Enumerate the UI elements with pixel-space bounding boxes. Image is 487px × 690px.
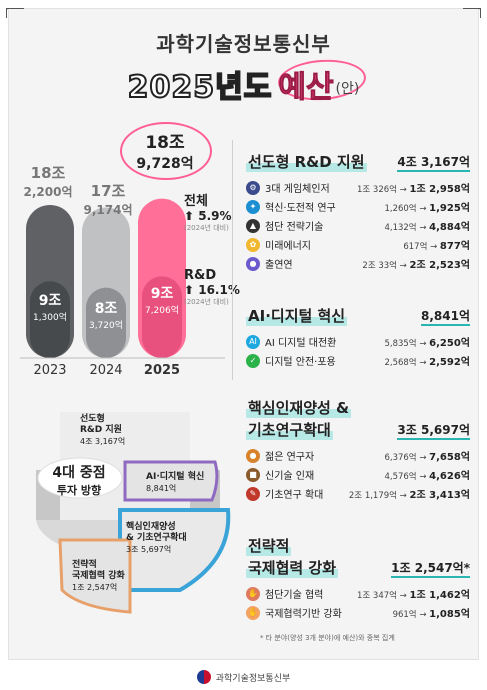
pie-label-4: 전략적 국제협력 강화 1조 2,547억 (72, 560, 125, 592)
pie-slice-4 (58, 538, 132, 614)
rocket-icon: ▲ (246, 218, 260, 233)
shield-icon: ✓ (246, 353, 260, 368)
bar-2025-rd: 9조 7,206억 (144, 286, 180, 316)
section-amount: 4조 3,167억 (397, 153, 470, 172)
pie-center-disc (37, 457, 123, 499)
list-item: ● 출연연 2조 33억 → 2조 2,523억 (246, 254, 470, 273)
pie-slice-3 (118, 508, 231, 592)
ministry-heading: 과학기술정보통신부 (156, 32, 331, 56)
corner-mark-icon (6, 8, 24, 18)
list-item: ⚙ 3대 게임체인저 1조 326억 → 1조 2,958억 (246, 178, 470, 197)
section-leading-rd: 선도형 R&D 지원 4조 3,167억 ⚙ 3대 게임체인저 1조 326억 → … (246, 152, 470, 273)
pie-label-3: 핵심인재양성 & 기초연구확대 3조 5,697억 (126, 522, 187, 554)
pie-label-1: 선도형 R&D 지원 4조 3,167억 (80, 414, 126, 446)
title-budget-word: 예산 (278, 70, 334, 106)
bar-2023-total: 18조 2,200억 (23, 164, 73, 199)
handshake-icon: ✋ (246, 586, 260, 601)
bar-2023-rd: 9조 1,300억 (32, 293, 68, 323)
section-talent-basic-research: 핵심인재양성 & 기초연구확대 3조 5,697억 ● 젊은 연구자 6,376억 … (246, 398, 470, 503)
list-item: ✓ 디지털 안전·포용 2,568억 → 2,592억 (246, 351, 470, 370)
growth-rd: R&D ⬆ 16.1% (2024년 대비) (184, 268, 240, 306)
list-item: ▲ 첨단 전략기술 4,132억 → 4,884억 (246, 216, 470, 235)
total-2025-top: 18조 (145, 133, 185, 153)
year-label-2025: 2025 (143, 363, 181, 378)
total-highlight-ring (120, 122, 212, 180)
section-title-line1: 전략적 (246, 536, 292, 556)
cooperation-icon: ✋ (246, 605, 260, 620)
list-item: ■ 신기술 인재 4,576억 → 4,626억 (246, 465, 470, 484)
game-changer-icon: ⚙ (246, 180, 260, 195)
list-item: ✋ 국제협력기반 강화 961억 → 1,085억 (246, 603, 470, 622)
title-year: 2025년도 (127, 69, 273, 106)
list-item: ✋ 첨단기술 협력 1조 347억 → 1조 1,462억 (246, 584, 470, 603)
section-title: AI·디지털 혁신 (246, 306, 348, 326)
pie-label-2: AI·디지털 혁신 8,841억 (146, 472, 205, 493)
bar-rd-2025 (142, 276, 182, 358)
bar-rd-2023 (30, 281, 70, 358)
bulb-icon: ✦ (246, 199, 260, 214)
growth-total: 전체 ⬆ 5.9% (2024년 대비) (184, 194, 232, 232)
footer-ministry: 과학기술정보통신부 (215, 673, 291, 684)
title-draft-mark: (안) (335, 81, 360, 97)
list-item: ✦ 혁신·도전적 연구 1,260억 → 1,925억 (246, 197, 470, 216)
column-divider (232, 140, 233, 380)
section-amount: 1조 2,547억* (391, 559, 470, 578)
year-label-2023: 2023 (33, 363, 67, 378)
pie-center-label: 4대 중점 투자 방향 (52, 465, 106, 497)
total-2025-label: 18조 9,728억 (128, 128, 202, 173)
energy-icon: ✿ (246, 237, 260, 252)
total-2025-bottom: 9,728억 (136, 156, 194, 172)
section-title: 선도형 R&D 지원 (246, 152, 367, 172)
ai-icon: AI (246, 334, 260, 349)
section-title-line2: 국제협력 강화 (246, 558, 339, 578)
person-icon: ● (246, 448, 260, 463)
section-amount: 3조 5,697억 (397, 421, 470, 440)
briefcase-icon: ■ (246, 467, 260, 482)
section-ai-digital: AI·디지털 혁신 8,841억 AI AI 디지털 대전환 5,835억 → 6,… (246, 306, 470, 370)
list-item: ✎ 기초연구 확대 2조 1,179억 → 2조 3,413억 (246, 484, 470, 503)
list-item: AI AI 디지털 대전환 5,835억 → 6,250억 (246, 332, 470, 351)
section-amount: 8,841억 (421, 307, 470, 326)
page-title: 2025년도 예산 (안) (0, 62, 487, 106)
document-icon: ✎ (246, 486, 260, 501)
bar-2024-rd: 8조 3,720억 (88, 301, 124, 331)
bar-rd-2024 (86, 287, 126, 358)
government-logo-icon (196, 670, 211, 684)
year-label-2024: 2024 (89, 363, 123, 378)
section-title-line2: 기초연구확대 (246, 420, 333, 440)
researcher-icon: ● (246, 256, 260, 271)
list-item: ✿ 미래에너지 617억 → 877억 (246, 235, 470, 254)
footnote: * 타 분야(양성 3개 분야)에 예산)와 중복 집계 (260, 634, 395, 642)
bar-2024-total: 17조 9,174억 (83, 182, 133, 217)
section-intl-cooperation: 전략적 국제협력 강화 1조 2,547억* ✋ 첨단기술 협력 1조 347억 →… (246, 536, 470, 622)
pie-slice-2 (123, 460, 219, 502)
section-title-line1: 핵심인재양성 & (246, 398, 352, 418)
footer: 과학기술정보통신부 (0, 664, 487, 690)
list-item: ● 젊은 연구자 6,376억 → 7,658억 (246, 446, 470, 465)
